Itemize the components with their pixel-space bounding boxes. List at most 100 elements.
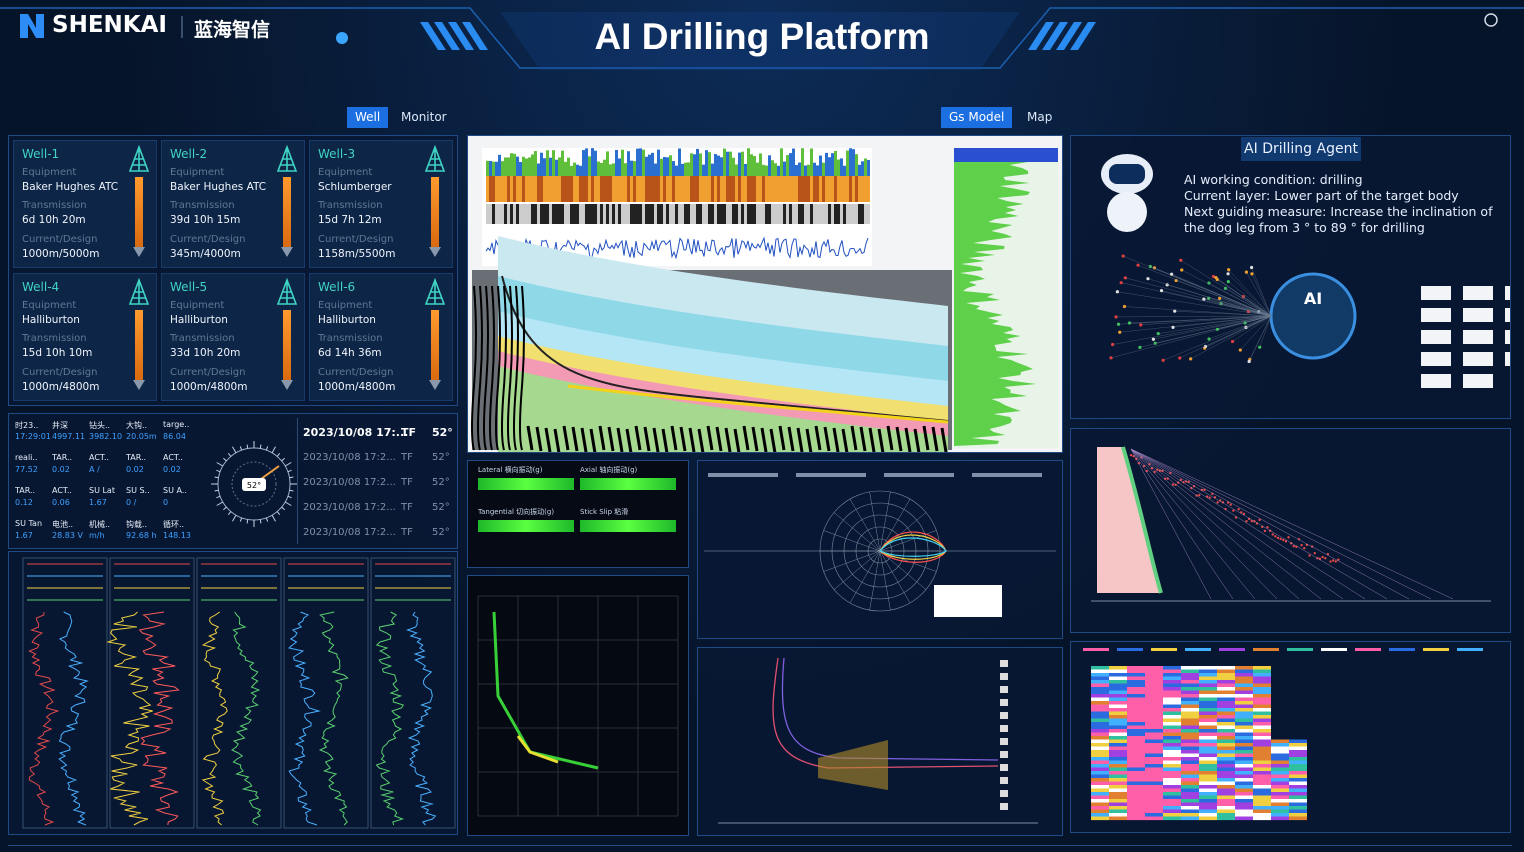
strip-band xyxy=(798,176,801,202)
wiggle xyxy=(526,425,534,451)
heat-cell xyxy=(1181,697,1199,702)
legend-box xyxy=(1000,725,1008,732)
field-label: Equipment xyxy=(22,167,77,178)
heat-cell xyxy=(1235,694,1253,698)
heat-cell xyxy=(1235,771,1253,775)
track xyxy=(109,557,195,829)
heat-cell xyxy=(1235,785,1253,789)
heat-cell xyxy=(1235,669,1253,674)
strip-gamma xyxy=(516,204,519,224)
strip-bar xyxy=(528,157,531,176)
profile-dot xyxy=(1274,535,1277,538)
heat-cell xyxy=(1091,718,1109,723)
profile-dot xyxy=(1198,493,1201,497)
strip-band xyxy=(729,176,732,202)
heat-cell xyxy=(1289,788,1307,793)
heat-cell xyxy=(1127,778,1145,782)
compass-tick xyxy=(259,519,262,524)
heat-cell xyxy=(1127,788,1145,793)
heat-cell xyxy=(1235,806,1253,810)
tab[interactable]: Monitor xyxy=(401,110,447,124)
strip-bar xyxy=(717,155,720,176)
heat-cell xyxy=(1127,711,1145,716)
profile-dot xyxy=(1166,477,1169,480)
net-link xyxy=(1227,273,1272,317)
heat-cell xyxy=(1217,701,1235,705)
strip-band xyxy=(525,176,528,202)
compass-tick xyxy=(284,462,292,467)
heat-cell xyxy=(1235,816,1253,821)
net-card xyxy=(1505,286,1510,300)
heat-cell xyxy=(1127,764,1145,768)
strip-gamma xyxy=(633,204,636,224)
strip-bar xyxy=(624,163,627,176)
tab[interactable]: Gs Model xyxy=(941,107,1013,128)
heat-cell xyxy=(1289,750,1307,754)
heat-cell xyxy=(1145,813,1163,817)
strip-gamma xyxy=(843,204,846,224)
wiggle xyxy=(643,426,651,452)
heat-cell xyxy=(1271,778,1289,782)
heat-cell xyxy=(1163,669,1181,674)
strip-bar xyxy=(690,153,693,176)
profile-dot xyxy=(1240,511,1243,514)
heat-cell xyxy=(1127,708,1145,712)
wiggle xyxy=(679,426,687,452)
strip-band xyxy=(540,176,543,202)
strip-gamma xyxy=(624,204,627,224)
heat-cell xyxy=(1235,792,1253,796)
heat-cell xyxy=(1091,778,1109,782)
strip-band xyxy=(537,176,540,202)
heat-cell xyxy=(1127,809,1145,814)
heat-cell xyxy=(1145,750,1163,754)
heat-cell xyxy=(1217,771,1235,775)
field-label: Current/Design xyxy=(22,234,98,245)
strip-band xyxy=(576,176,579,202)
derrick xyxy=(424,145,446,172)
heat-cell xyxy=(1217,813,1235,817)
heat-cell xyxy=(1181,785,1199,789)
legend-chip xyxy=(796,473,866,477)
heat-cell xyxy=(1109,799,1127,803)
polar-panel xyxy=(697,460,1063,639)
net-link xyxy=(1179,315,1272,359)
tab[interactable]: Well xyxy=(347,107,389,128)
heat-cell xyxy=(1181,802,1199,807)
heat-cell xyxy=(1271,813,1289,817)
strip-bar xyxy=(489,160,492,176)
heat-cell xyxy=(1145,708,1163,712)
net-node xyxy=(1249,265,1254,270)
strip-bar xyxy=(849,148,852,176)
well-name: Well-1 xyxy=(22,147,60,161)
status-key: 机械.. xyxy=(89,520,111,529)
strip-band xyxy=(858,176,861,202)
net-link xyxy=(1172,315,1272,328)
strip-band xyxy=(684,176,687,202)
heat-cell xyxy=(1163,690,1181,695)
net-node xyxy=(1202,297,1206,301)
heat-cell xyxy=(1109,676,1127,681)
net-node xyxy=(1116,322,1121,326)
derrick xyxy=(276,145,298,172)
strip-gamma xyxy=(720,204,723,224)
heat-cell xyxy=(1163,750,1181,754)
heat-cell xyxy=(1109,680,1127,684)
strip-bar xyxy=(732,157,735,176)
heat-cell xyxy=(1127,718,1145,723)
net-node xyxy=(1122,304,1127,309)
wiggle xyxy=(751,426,759,452)
header-decor xyxy=(0,7,1524,70)
heat-cell xyxy=(1163,816,1181,821)
strip-bar xyxy=(765,165,768,176)
heat-cell xyxy=(1181,715,1199,719)
depth-bar xyxy=(135,310,143,380)
log-curve xyxy=(58,611,89,826)
legend-box xyxy=(1000,764,1008,771)
strip-band xyxy=(867,176,870,202)
profile-dot xyxy=(1224,507,1227,511)
vib-bar xyxy=(580,478,676,490)
tab[interactable]: Map xyxy=(1027,110,1053,124)
field-label: Equipment xyxy=(170,167,225,178)
heat-cell xyxy=(1235,732,1253,737)
legend-chip xyxy=(1389,648,1415,651)
